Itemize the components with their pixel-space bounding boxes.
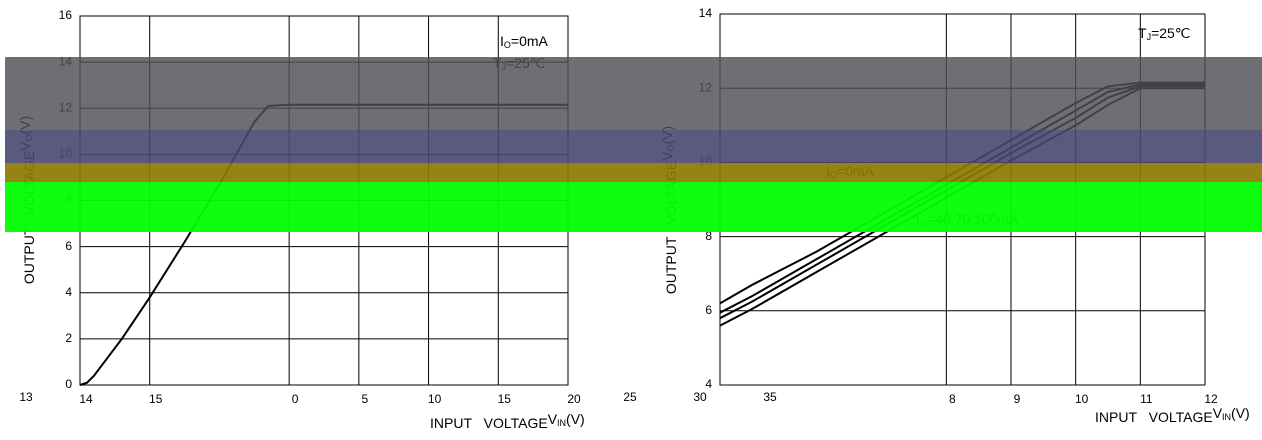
y-tick-label: 16 [59, 8, 73, 22]
x-axis-label-part: IN [557, 418, 566, 428]
annotation-part: I [500, 33, 504, 49]
stray-label: 30 [693, 390, 707, 404]
x-tick-label: 5 [362, 392, 369, 406]
x-axis-label-part: V [1213, 405, 1223, 421]
x-tick-label: 0 [292, 392, 299, 406]
annotation: TJ=25℃ [1138, 25, 1191, 43]
x-axis-label-part: IN [1222, 412, 1231, 422]
x-axis-label-part: (V) [566, 411, 585, 427]
glitch-band [5, 130, 1262, 163]
x-axis-label-part: INPUT VOLTAGE [430, 415, 548, 431]
y-tick-label: 0 [65, 377, 72, 391]
y-tick-label: 4 [65, 285, 72, 299]
x-axis-label-part: INPUT VOLTAGE [1095, 409, 1213, 425]
x-axis-label-part: V [548, 411, 558, 427]
y-tick-label: 8 [705, 229, 712, 243]
annotation-part: =25℃ [1151, 25, 1190, 41]
x-axis-label: INPUT VOLTAGEVIN(V) [430, 411, 585, 431]
x-tick-label: 10 [1075, 392, 1089, 406]
x-tick-label: 20 [567, 392, 581, 406]
annotation-part: =0mA [511, 33, 549, 49]
x-tick-label: 8 [949, 392, 956, 406]
y-tick-label: 2 [65, 331, 72, 345]
x-axis-label-part: (V) [1231, 405, 1250, 421]
x-tick-label: 10 [428, 392, 442, 406]
annotation-part: T [1138, 25, 1147, 41]
stray-label: 25 [623, 390, 637, 404]
stray-label: 13 [19, 390, 33, 404]
glitch-band [5, 57, 1262, 130]
y-tick-label: 6 [705, 303, 712, 317]
y-tick-label: 14 [699, 6, 713, 20]
x-tick-label: 11 [1140, 392, 1153, 406]
stray-label: 35 [763, 390, 777, 404]
x-tick-label: 14 [79, 392, 93, 406]
annotation: IO=0mA [500, 33, 549, 51]
annotation-part: O [504, 40, 511, 50]
annotation-part: J [1147, 32, 1152, 42]
y-tick-label: 6 [65, 239, 72, 253]
x-tick-label: 12 [1204, 392, 1218, 406]
glitch-band [5, 182, 1262, 232]
x-tick-label: 9 [1014, 392, 1021, 406]
x-tick-label: 15 [149, 392, 163, 406]
x-axis-label: INPUT VOLTAGEVIN(V) [1095, 405, 1250, 425]
glitch-band [5, 163, 1262, 182]
y-tick-label: 4 [705, 377, 712, 391]
x-tick-label: 15 [498, 392, 512, 406]
